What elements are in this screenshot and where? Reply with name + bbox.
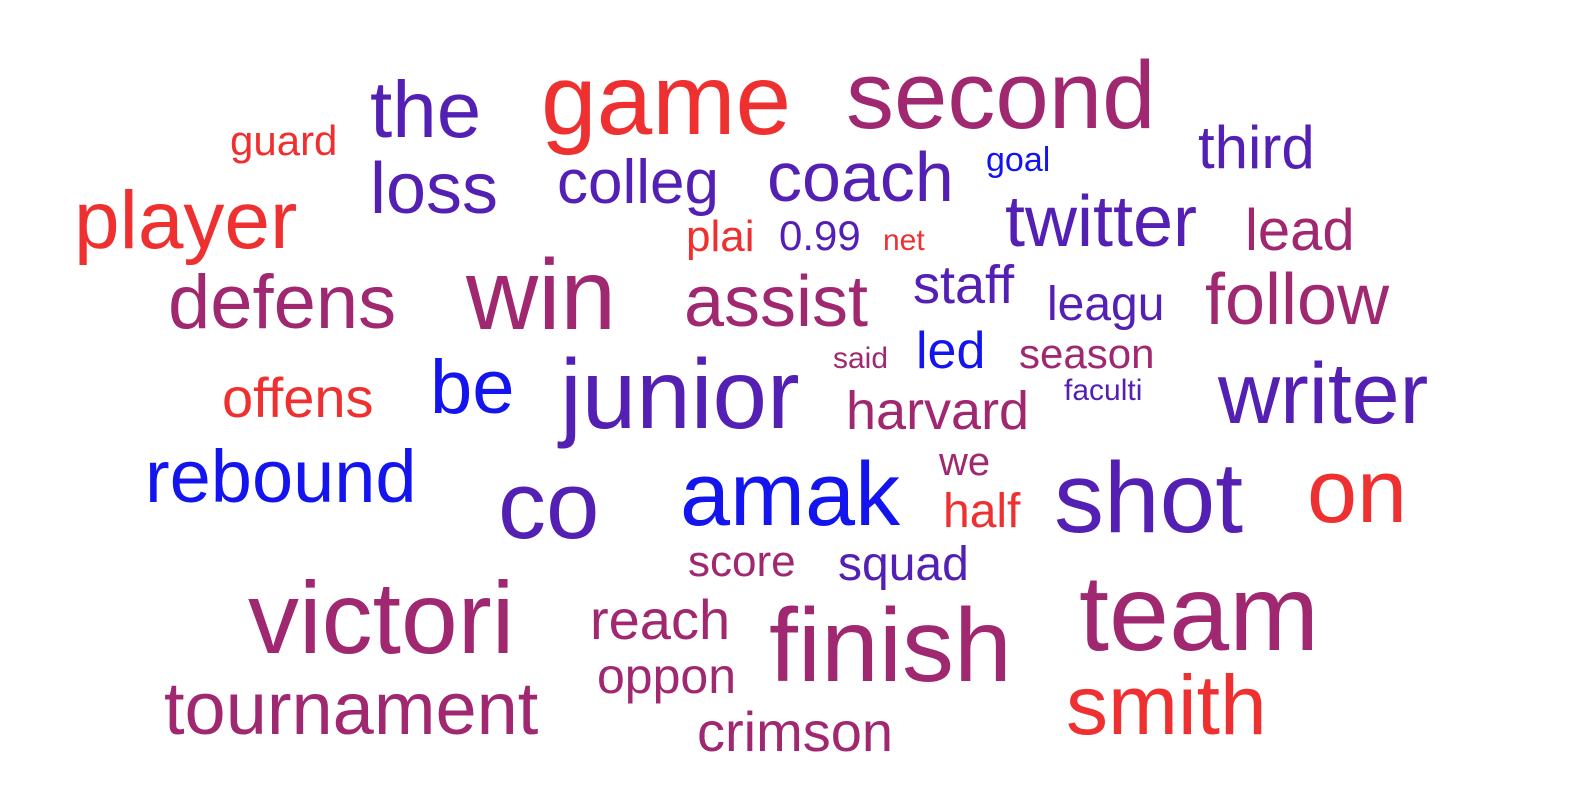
word-leagu: leagu (1047, 278, 1165, 331)
word-we: we (939, 440, 991, 484)
word-finish: finish (769, 588, 1012, 704)
word-season: season (1019, 330, 1155, 377)
word-victori: victori (248, 561, 515, 675)
word-smith: smith (1066, 658, 1267, 752)
word-player: player (74, 175, 298, 266)
word-plai: plai (686, 212, 755, 261)
word-score: score (688, 537, 796, 586)
word-net: net (883, 224, 925, 257)
word-0-99: 0.99 (779, 212, 861, 259)
word-goal: goal (986, 141, 1051, 179)
word-squad: squad (838, 538, 969, 591)
word-led: led (916, 322, 986, 380)
word-faculti: faculti (1064, 374, 1143, 407)
word-rebound: rebound (145, 435, 417, 518)
word-tournament: tournament (164, 667, 539, 750)
word-game: game (541, 44, 792, 156)
word-said: said (833, 342, 889, 375)
word-colleg: colleg (557, 148, 719, 217)
word-loss: loss (370, 149, 499, 229)
word-offens: offens (222, 366, 374, 429)
word-shot: shot (1054, 442, 1244, 554)
word-harvard: harvard (846, 381, 1030, 441)
word-coach: coach (767, 138, 954, 216)
word-writer: writer (1218, 346, 1429, 442)
word-on: on (1307, 442, 1408, 542)
word-the: the (370, 65, 482, 154)
word-crimson: crimson (697, 700, 894, 763)
word-win: win (466, 239, 617, 351)
word-team: team (1079, 552, 1320, 673)
word-follow: follow (1205, 260, 1390, 340)
word-staff: staff (913, 255, 1015, 315)
word-assist: assist (684, 262, 869, 342)
word-co: co (498, 452, 600, 559)
word-oppon: oppon (597, 648, 737, 704)
word-third: third (1198, 114, 1315, 181)
word-defens: defens (168, 260, 397, 345)
word-be: be (430, 345, 515, 430)
word-second: second (846, 42, 1156, 149)
word-twitter: twitter (1005, 182, 1198, 262)
word-reach: reach (590, 588, 731, 651)
word-half: half (943, 485, 1021, 538)
word-amak: amak (680, 445, 901, 545)
word-lead: lead (1245, 198, 1355, 263)
word-junior: junior (560, 339, 800, 449)
word-guard: guard (230, 117, 338, 164)
